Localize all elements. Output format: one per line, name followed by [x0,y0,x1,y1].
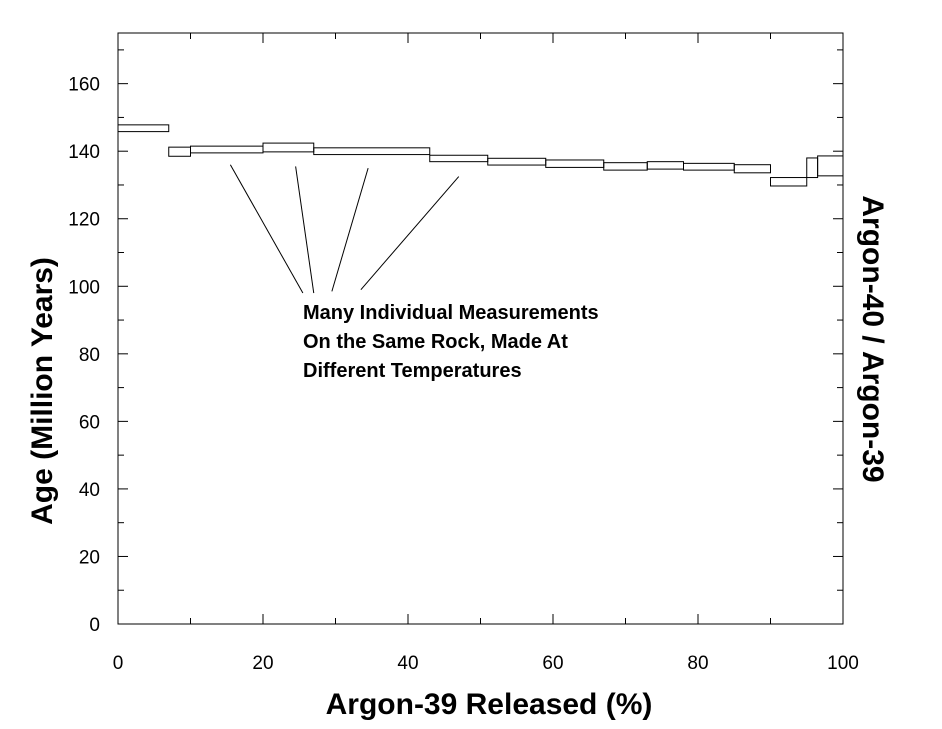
age-step [770,177,808,187]
y-tick-label: 160 [68,75,100,96]
age-step [806,157,819,179]
ticks [117,33,844,625]
y-tick-label: 60 [79,412,100,433]
annotation-pointer [360,176,460,290]
annotation-line: Many Individual Measurements [303,302,599,324]
age-step [733,164,771,174]
age-step [817,155,844,177]
age-spectrum [117,124,844,187]
age-step [313,147,431,156]
annotation-pointer [295,166,315,294]
x-tick-label: 40 [397,653,418,674]
age-step [683,162,735,171]
y-axis-title: Age (Million Years) [26,257,59,525]
y-tick-label: 80 [79,345,100,366]
age-step [262,142,315,153]
age-step [190,145,264,154]
x-tick-label: 80 [687,653,708,674]
tick-labels: 0 20 40 60 80 100 0 20 40 60 80 100 120 140 160 [68,75,859,674]
annotation-pointer [331,167,369,292]
age-step [603,162,648,171]
y-tick-label: 140 [68,142,100,163]
plot-frame [117,32,844,625]
age-step [429,154,489,163]
x-tick-label: 60 [542,653,563,674]
annotation-line: On the Same Rock, Made At [303,331,568,353]
x-tick-label: 20 [252,653,273,674]
y-tick-label: 20 [79,547,100,568]
annotation-pointers [229,164,460,294]
x-tick-label: 100 [827,653,859,674]
y2-axis-title: Argon-40 / Argon-39 [856,195,889,482]
annotation-text: Many Individual Measurements On the Same … [303,302,599,382]
annotation-line: Different Temperatures [303,360,522,382]
y-tick-label: 100 [68,277,100,298]
annotation-pointer [229,164,304,294]
y-tick-label: 40 [79,480,100,501]
x-tick-label: 0 [113,653,124,674]
age-step [487,157,547,166]
x-axis-title: Argon-39 Released (%) [326,688,653,721]
y-tick-label: 120 [68,210,100,231]
age-step [117,124,170,133]
y-tick-label: 0 [89,615,100,636]
age-step [646,161,684,170]
age-step [545,159,605,168]
age-step [168,146,191,157]
